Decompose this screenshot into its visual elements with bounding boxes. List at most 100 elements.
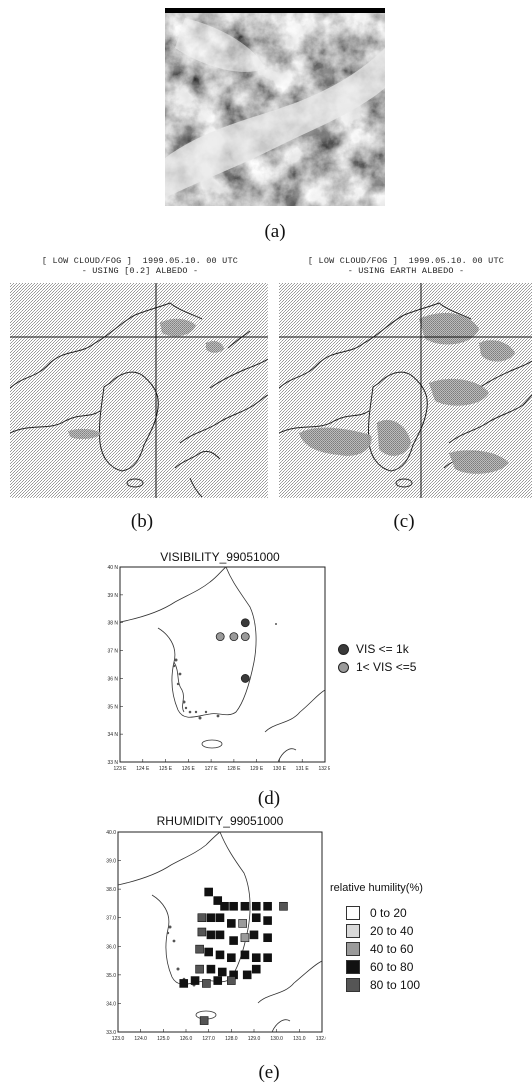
humidity-cell: [227, 976, 236, 985]
humidity-cell: [179, 979, 189, 988]
x-tick-label: 129 E: [250, 766, 264, 772]
humidity-cell: [227, 919, 236, 928]
legend-label: 20 to 40: [370, 924, 414, 938]
humidity-points: [179, 887, 288, 1025]
x-tick-label: 126 E: [182, 766, 196, 772]
visibility-points: [215, 618, 250, 683]
panel-e-title: RHUMIDITY_99051000: [156, 814, 284, 828]
visibility-point: [215, 632, 225, 642]
legend-item-humidity: 80 to 100: [346, 978, 420, 992]
humidity-cell: [251, 964, 261, 974]
x-tick-label: 128 E: [227, 766, 241, 772]
humidity-cell: [240, 933, 250, 943]
panel-b-header-line2: - USING [0.2] ALBEDO -: [81, 266, 199, 276]
y-tick-label: 36 N: [107, 676, 118, 682]
humidity-cell: [217, 967, 227, 977]
x-tick-label: 130.0: [270, 1036, 283, 1042]
panel-b-header-line1: [ LOW CLOUD/FOG ] 1999.05.10. 00 UTC: [41, 256, 239, 266]
humidity-cell: [229, 936, 238, 945]
humidity-cell: [263, 953, 272, 963]
humidity-cell: [249, 930, 259, 940]
x-tick-label: 127.0: [202, 1036, 215, 1042]
humidity-cell: [204, 947, 213, 957]
panel-a: [165, 8, 385, 206]
coastline-b: [10, 302, 268, 498]
caption-e: (e): [258, 1062, 280, 1083]
legend-label: 80 to 100: [370, 978, 421, 992]
humidity-cell: [202, 979, 211, 988]
panel-c-header-line1: [ LOW CLOUD/FOG ] 1999.05.10. 00 UTC: [307, 256, 505, 266]
x-tick-label: 131 E: [296, 766, 310, 772]
x-tick-label: 132 E: [318, 766, 330, 772]
y-tick-label: 35.0: [106, 973, 116, 979]
y-tick-label: 37 N: [107, 649, 118, 655]
x-tick-label: 125.0: [157, 1036, 170, 1042]
caption-d: (d): [257, 788, 281, 809]
caption-a: (a): [264, 221, 286, 242]
humidity-cell: [242, 970, 252, 980]
plot-frame-d: [119, 566, 326, 763]
humidity-cell: [251, 953, 261, 963]
x-tick-label: 123.0: [112, 1036, 125, 1042]
x-tick-label: 128.0: [225, 1036, 238, 1042]
y-tick-label: 33 N: [107, 760, 118, 766]
legend-marker-dark: [338, 643, 349, 655]
caption-c: (c): [393, 511, 415, 532]
x-tick-label: 123 E: [113, 766, 127, 772]
legend-label: 0 to 20: [370, 906, 407, 920]
legend-item-humidity: 0 to 20: [346, 906, 407, 920]
x-tick-label: 129.0: [248, 1036, 261, 1042]
legend-swatch: [346, 978, 360, 992]
coastal-islands-d: [172, 623, 277, 720]
satellite-image: [165, 8, 385, 206]
legend-item-humidity: 60 to 80: [346, 960, 413, 974]
y-tick-label: 34 N: [107, 732, 118, 738]
legend-title-e: relative humility(%): [330, 882, 423, 894]
legend-label: 40 to 60: [370, 942, 414, 956]
y-tick-label: 33.0: [106, 1030, 116, 1036]
panel-b-map: [10, 283, 268, 498]
humidity-cell: [263, 901, 272, 911]
visibility-point: [240, 674, 250, 683]
legend-item-vis-5: 1< VIS <=5: [338, 660, 416, 674]
legend-swatch: [346, 924, 360, 938]
humidity-cell: [263, 916, 272, 925]
x-tick-label: 125 E: [159, 766, 173, 772]
humidity-cell: [206, 930, 216, 940]
humidity-cell: [215, 950, 225, 960]
legend-marker-light: [338, 661, 349, 673]
x-tick-label: 132.0: [316, 1036, 326, 1042]
visibility-point: [240, 618, 250, 628]
humidity-cell: [240, 901, 250, 911]
x-tick-label: 127 E: [205, 766, 219, 772]
x-tick-label: 131.0: [293, 1036, 306, 1042]
humidity-cell: [197, 913, 207, 923]
humidity-cell: [220, 901, 229, 911]
legend-swatch: [346, 906, 360, 920]
humidity-cell: [213, 896, 223, 905]
panel-c-header-line2: - USING EARTH ALBEDO -: [347, 266, 465, 276]
humidity-cell: [195, 964, 204, 974]
legend-swatch: [346, 942, 360, 956]
x-tick-label: 124 E: [136, 766, 150, 772]
humidity-cell: [251, 901, 261, 911]
humidity-cell: [279, 901, 288, 911]
humidity-cell: [251, 913, 261, 923]
y-tick-label: 38.0: [106, 887, 116, 893]
humidity-cell: [215, 930, 225, 940]
legend-item-humidity: 20 to 40: [346, 924, 413, 938]
y-tick-label: 40 N: [107, 565, 118, 571]
legend-label: 1< VIS <=5: [356, 660, 417, 674]
humidity-cell: [195, 944, 204, 954]
x-tick-label: 124.0: [134, 1036, 147, 1042]
legend-label: 60 to 80: [370, 960, 414, 974]
caption-b: (b): [130, 511, 154, 532]
y-tick-label: 38 N: [107, 621, 118, 627]
humidity-cell: [213, 976, 223, 985]
humidity-cell: [197, 927, 207, 937]
humidity-cell: [206, 913, 216, 923]
